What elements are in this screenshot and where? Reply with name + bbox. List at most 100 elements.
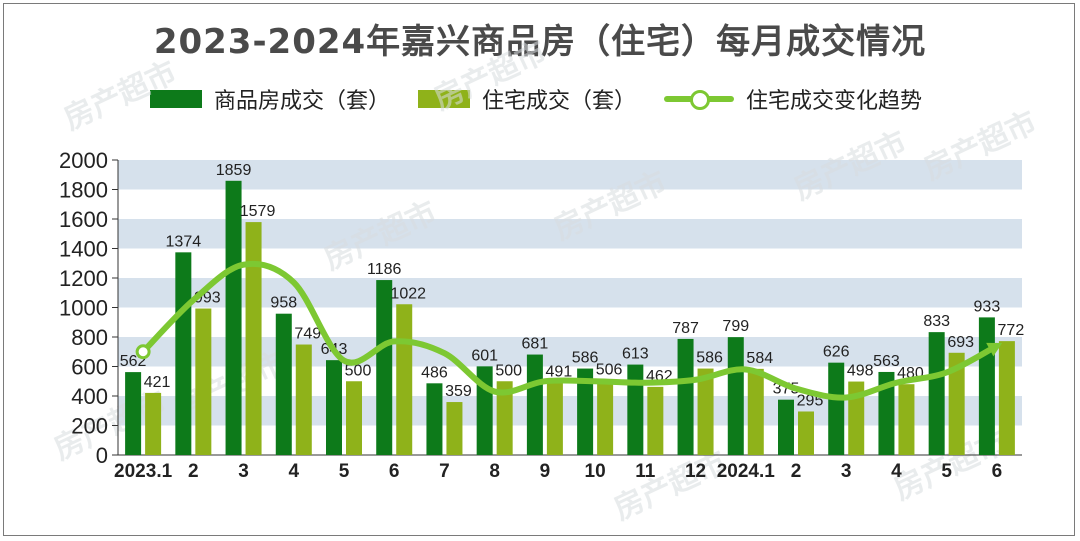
grid-band xyxy=(118,219,1022,249)
data-label-commercial: 626 xyxy=(823,344,850,361)
legend-item-trend: 住宅成交变化趋势 xyxy=(664,83,922,115)
bar-commercial xyxy=(175,252,192,455)
bar-commercial xyxy=(878,371,895,455)
grid-band xyxy=(118,396,1022,426)
data-label-commercial: 586 xyxy=(572,350,599,367)
bar-commercial xyxy=(225,180,242,456)
y-tick-label: 1800 xyxy=(59,178,108,203)
data-label-residential: 749 xyxy=(294,326,321,343)
bar-commercial xyxy=(978,317,995,455)
x-tick-label: 6 xyxy=(992,461,1003,482)
y-tick-label: 1200 xyxy=(59,266,108,291)
x-tick-label: 12 xyxy=(685,461,706,482)
legend-item-commercial: 商品房成交（套） xyxy=(150,83,390,115)
watermark-text: 房产超市 xyxy=(429,35,552,117)
bar-commercial xyxy=(275,313,292,455)
bar-residential xyxy=(798,411,814,455)
x-tick-label: 2 xyxy=(791,461,802,482)
bar-residential xyxy=(848,381,865,455)
y-tick-label: 400 xyxy=(71,384,108,409)
data-label-residential: 359 xyxy=(445,383,472,400)
legend-label-commercial: 商品房成交（套） xyxy=(214,89,391,114)
x-tick-label: 9 xyxy=(540,461,551,482)
x-tick-label: 10 xyxy=(585,461,606,482)
bar-commercial xyxy=(828,362,845,455)
data-label-residential: 1022 xyxy=(390,285,426,302)
data-label-commercial: 833 xyxy=(923,313,950,330)
grid-band xyxy=(118,278,1022,308)
trend-arrowhead xyxy=(986,342,1003,357)
data-label-commercial: 681 xyxy=(522,336,549,353)
x-tick-label: 2 xyxy=(188,461,199,482)
bar-residential xyxy=(295,344,312,455)
grid-band xyxy=(118,160,1022,190)
bar-commercial xyxy=(577,368,594,455)
x-tick-label: 5 xyxy=(339,461,350,482)
y-tick-label: 1600 xyxy=(59,207,108,232)
bar-commercial xyxy=(326,360,342,455)
y-tick-label: 1000 xyxy=(59,296,108,321)
bar-commercial xyxy=(778,399,794,455)
chart-legend: 商品房成交（套） 住宅成交（套） 住宅成交变化趋势 xyxy=(150,84,950,114)
data-label-commercial: 1186 xyxy=(367,261,402,278)
bar-commercial xyxy=(426,383,443,455)
data-label-residential: 500 xyxy=(345,362,372,379)
bar-residential xyxy=(195,308,212,455)
data-label-residential: 421 xyxy=(144,374,171,391)
x-tick-label: 11 xyxy=(635,461,656,482)
bar-residential xyxy=(747,368,764,455)
watermark-text: 房产超市 xyxy=(609,445,732,527)
data-label-residential: 506 xyxy=(596,361,623,378)
trend-start-point xyxy=(135,344,151,360)
bar-residential xyxy=(948,352,965,455)
y-tick-label: 1400 xyxy=(59,237,108,262)
data-label-commercial: 799 xyxy=(722,318,749,335)
bar-residential xyxy=(597,380,614,455)
bar-commercial xyxy=(376,280,393,455)
x-tick-label: 2024.1 xyxy=(717,461,776,482)
data-label-residential: 586 xyxy=(696,350,723,367)
x-tick-label: 3 xyxy=(238,461,249,482)
bar-residential xyxy=(446,402,463,455)
data-label-commercial: 933 xyxy=(974,298,1001,315)
x-tick-label: 4 xyxy=(288,461,299,482)
data-label-residential: 584 xyxy=(746,350,773,367)
y-tick-label: 800 xyxy=(71,325,108,350)
x-tick-label: 3 xyxy=(841,461,852,482)
bar-residential xyxy=(998,341,1015,455)
data-label-commercial: 601 xyxy=(471,347,498,364)
bar-residential xyxy=(898,384,915,455)
bar-residential xyxy=(647,386,664,455)
data-label-commercial: 1374 xyxy=(166,233,202,250)
grid-band xyxy=(118,337,1022,367)
x-tick-label: 6 xyxy=(389,461,400,482)
data-label-residential: 693 xyxy=(947,334,974,351)
legend-swatch-residential xyxy=(418,90,471,108)
data-label-commercial: 613 xyxy=(622,346,649,363)
bar-commercial xyxy=(627,364,644,455)
bar-residential xyxy=(546,382,563,455)
x-tick-label: 7 xyxy=(439,461,450,482)
x-tick-label: 4 xyxy=(891,461,902,482)
bar-residential xyxy=(396,304,413,455)
y-tick-label: 0 xyxy=(96,443,108,468)
x-tick-label: 5 xyxy=(941,461,952,482)
y-tick-label: 2000 xyxy=(59,148,108,173)
trend-line xyxy=(140,260,1000,401)
legend-label-residential: 住宅成交（套） xyxy=(482,89,637,114)
data-label-residential: 772 xyxy=(998,322,1025,339)
bar-residential xyxy=(245,222,262,455)
data-label-commercial: 787 xyxy=(672,320,699,337)
data-label-residential: 498 xyxy=(847,363,874,380)
data-label-commercial: 1859 xyxy=(216,162,252,179)
bar-residential xyxy=(697,368,714,455)
bar-commercial xyxy=(677,338,694,455)
data-label-residential: 1579 xyxy=(240,203,276,220)
bar-commercial xyxy=(125,372,142,455)
data-label-commercial: 958 xyxy=(270,295,297,312)
chart-title: 2023-2024年嘉兴商品房（住宅）每月成交情况 xyxy=(153,22,927,62)
bar-commercial xyxy=(727,337,744,455)
data-label-commercial: 486 xyxy=(421,364,448,381)
data-label-residential: 500 xyxy=(495,362,522,379)
